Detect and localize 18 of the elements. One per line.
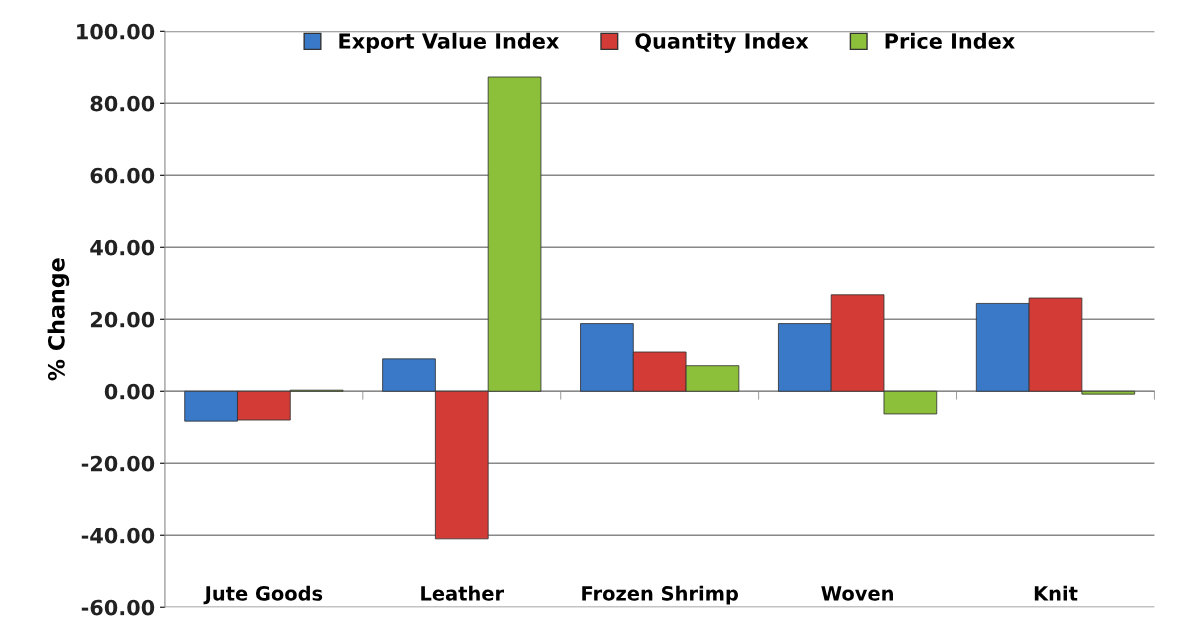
y-tick-label: -20.00 — [81, 455, 155, 472]
y-tick-label: 60.00 — [90, 167, 155, 184]
y-tick-label: 20.00 — [90, 311, 155, 328]
y-tick-label: 100.00 — [77, 23, 155, 40]
legend-label: Price Index — [885, 32, 1015, 49]
x-tick-label: Leather — [421, 585, 505, 601]
y-tick-label: 40.00 — [90, 239, 155, 256]
legend-label: Export Value Index — [339, 32, 560, 53]
x-tick-label: Woven — [821, 586, 893, 601]
x-tick-label: Frozen Shrimp — [582, 585, 738, 605]
y-tick-label: 0.00 — [104, 383, 155, 400]
x-tick-label: Knit — [1034, 585, 1078, 601]
y-tick-label: 80.00 — [90, 95, 155, 112]
legend-label: Quantity Index — [635, 32, 809, 54]
x-tick-label: Jute Goods — [203, 585, 323, 605]
y-axis-title: % Change — [47, 258, 70, 381]
y-tick-label: -60.00 — [81, 599, 155, 616]
y-tick-label: -40.00 — [81, 527, 155, 544]
